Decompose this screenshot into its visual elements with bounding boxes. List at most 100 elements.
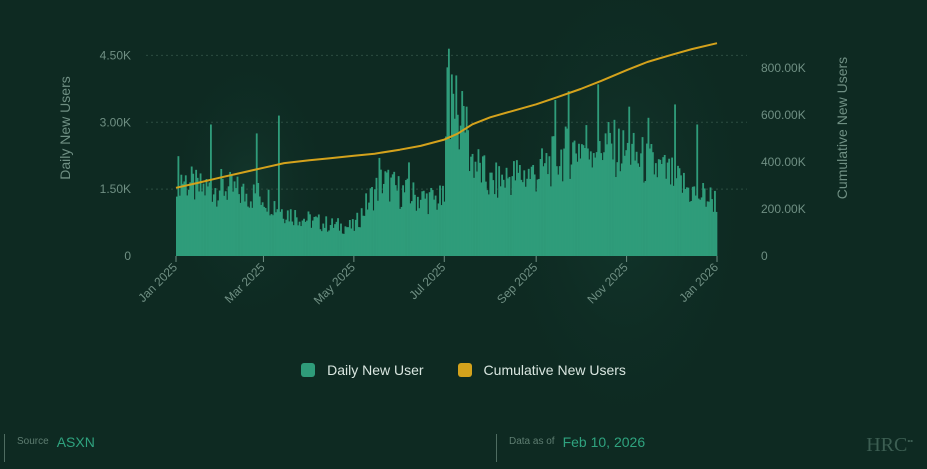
daily-bar [651, 152, 654, 256]
daily-bar [459, 125, 462, 256]
daily-bar [412, 182, 415, 256]
daily-bar [471, 153, 474, 256]
daily-bar [397, 176, 400, 256]
daily-bar [626, 142, 629, 256]
daily-bar [214, 188, 217, 256]
daily-bar [328, 230, 331, 256]
daily-bar [615, 177, 617, 256]
y-right-tick-label: 400.00K [761, 155, 806, 169]
daily-bar [196, 177, 199, 256]
daily-bar [650, 144, 653, 256]
daily-bar [344, 226, 347, 256]
daily-bar [668, 158, 671, 256]
daily-bar [527, 168, 530, 256]
daily-bar [304, 221, 307, 256]
daily-bar [499, 186, 502, 256]
daily-bar [560, 149, 563, 256]
daily-bar [616, 162, 619, 256]
daily-bar [360, 208, 363, 256]
daily-bar [365, 193, 368, 256]
daily-bar [356, 212, 359, 256]
daily-bar [264, 207, 267, 256]
daily-bar [306, 220, 308, 256]
bg-blob-left [160, 40, 340, 340]
daily-bar [269, 215, 271, 256]
daily-bar [453, 118, 456, 257]
daily-bar [212, 194, 215, 256]
daily-bar [366, 209, 369, 256]
daily-bar [532, 164, 535, 256]
daily-bar [666, 162, 669, 256]
x-tick-label: May 2025 [311, 260, 358, 307]
daily-bar [309, 214, 311, 256]
daily-bar [674, 104, 676, 256]
daily-bar [549, 186, 552, 256]
daily-bar [657, 159, 660, 256]
daily-bar [443, 201, 446, 256]
daily-bar [195, 169, 198, 256]
daily-bar [680, 175, 682, 256]
daily-bar [576, 161, 579, 256]
daily-bar [683, 172, 685, 256]
daily-bar [267, 189, 270, 256]
legend-item-cumulative[interactable]: Cumulative New Users [457, 362, 626, 378]
daily-bar [331, 218, 334, 256]
daily-bar [518, 165, 521, 256]
daily-bar [325, 216, 328, 256]
daily-bar [484, 181, 487, 256]
legend-label-cumulative: Cumulative New Users [483, 362, 626, 378]
daily-bar [464, 132, 467, 256]
daily-bar [388, 201, 391, 256]
daily-bar [604, 133, 607, 256]
daily-bar [338, 230, 341, 256]
daily-bar [656, 177, 659, 256]
daily-bar [653, 174, 656, 256]
daily-bar [292, 225, 295, 256]
daily-bar [418, 208, 421, 256]
daily-bar [204, 195, 206, 256]
daily-bar [461, 91, 464, 256]
daily-bar [405, 180, 407, 256]
y-left-tick-label: 0 [124, 249, 131, 263]
daily-bar [558, 166, 561, 256]
daily-bar [468, 171, 471, 256]
daily-bar [502, 179, 505, 256]
daily-bar [535, 191, 538, 256]
daily-bar [612, 159, 614, 256]
daily-bar [421, 191, 424, 256]
daily-bar [437, 203, 440, 256]
daily-bar [261, 202, 264, 256]
daily-bar [481, 156, 484, 256]
daily-bar [301, 220, 304, 256]
daily-bar [523, 170, 526, 256]
x-tick-label: Jan 2026 [676, 260, 721, 305]
daily-bar [450, 74, 453, 256]
daily-bar [520, 179, 523, 256]
y-left-tick-label: 3.00K [100, 115, 131, 129]
daily-bar [431, 190, 434, 256]
daily-bar [455, 75, 458, 256]
daily-bar [415, 210, 418, 256]
daily-bar [198, 191, 200, 256]
daily-bar [492, 180, 495, 256]
y-axis-right-title: Cumulative New Users [834, 57, 850, 199]
legend-item-daily[interactable]: Daily New User [301, 362, 424, 378]
daily-bar [629, 164, 632, 256]
daily-bar [675, 178, 678, 256]
daily-bar [554, 99, 557, 257]
daily-bar [533, 174, 536, 256]
daily-bar [569, 178, 572, 256]
daily-bar [647, 117, 650, 256]
daily-bar [548, 156, 551, 256]
daily-bar [374, 189, 376, 256]
daily-bar [514, 180, 517, 256]
daily-bar [620, 163, 623, 256]
daily-bar [189, 182, 192, 256]
daily-bar [628, 106, 631, 257]
daily-bar [408, 162, 410, 257]
daily-bar [591, 167, 594, 256]
daily-bar [223, 195, 226, 256]
daily-bar [493, 194, 496, 256]
daily-bar [551, 136, 554, 256]
daily-bar [399, 208, 402, 256]
